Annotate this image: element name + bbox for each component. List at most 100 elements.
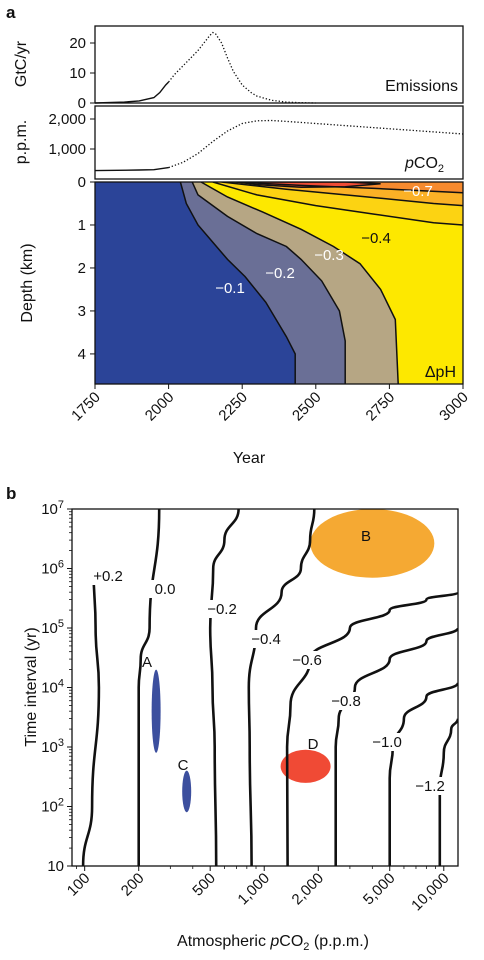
b-ytick-exp-2: 3 bbox=[58, 737, 64, 749]
dph-contour-layer bbox=[179, 182, 463, 384]
a-xtick-5: 3000 bbox=[436, 389, 472, 425]
a-xtick-4: 2750 bbox=[363, 389, 399, 425]
panel-a-xticks: 1750 2000 2250 2500 2750 3000 bbox=[68, 384, 472, 424]
panel-b-contour-4 bbox=[285, 590, 458, 866]
panel-a-xlabel: Year bbox=[233, 450, 266, 467]
b-ytick-exp-4: 5 bbox=[58, 618, 64, 630]
emissions-label: Emissions bbox=[385, 78, 458, 95]
b-xtick-3: 1,000 bbox=[234, 870, 273, 909]
dph-band-2 bbox=[201, 182, 463, 384]
b-xtick-6: 10,000 bbox=[408, 870, 452, 914]
label-bg-0-4 bbox=[247, 630, 285, 648]
panel-b-xlabel: Atmospheric pCO2 (p.p.m.) bbox=[177, 933, 369, 953]
dph-plot: 0 1 2 3 4 Depth (km) ΔpH −0.7 −0.4 −0.3 −0.2… bbox=[19, 174, 464, 385]
panel-a-letter: a bbox=[6, 3, 16, 22]
pco2-plot: 1,000 2,000 p.p.m. pCO2 bbox=[13, 105, 464, 180]
b-ytick-1: 102 bbox=[41, 797, 64, 816]
dph-contour-1 bbox=[191, 182, 346, 384]
contour-label-0-0: 0.0 bbox=[155, 581, 176, 598]
contour-label-0-8: −0.8 bbox=[331, 693, 361, 710]
region-d bbox=[280, 749, 331, 783]
label-bg-1-2 bbox=[411, 777, 449, 795]
b-xtick-1: 200 bbox=[118, 870, 148, 900]
a-xtick-1: 2000 bbox=[142, 389, 178, 425]
dph-fill-layer bbox=[95, 182, 463, 384]
label-bg-0-6 bbox=[288, 651, 326, 669]
label-bg-plus-0-2 bbox=[90, 567, 130, 585]
b-ytick-0: 10 bbox=[47, 858, 64, 875]
b-ytick-4: 105 bbox=[41, 618, 64, 637]
b-ytick-base-5: 10 bbox=[41, 561, 58, 578]
dph-contour-3 bbox=[212, 182, 463, 226]
dph-contour-4 bbox=[221, 182, 463, 207]
b-ytick-5: 106 bbox=[41, 559, 64, 578]
a-xtick-2: 2250 bbox=[215, 389, 251, 425]
dph-contour-label-0-7: −0.7 bbox=[403, 183, 433, 200]
dph-contour-label-0-2: −0.2 bbox=[265, 265, 295, 282]
pco2-label-sub: 2 bbox=[438, 163, 444, 175]
b-xtick-2: 500 bbox=[189, 870, 219, 900]
panel-b-regions bbox=[151, 509, 435, 813]
emissions-frame bbox=[94, 25, 464, 104]
b-xtick-5: 5,000 bbox=[360, 870, 399, 909]
panel-b-ylabel: Time interval (yr) bbox=[23, 627, 40, 746]
b-ytick-base-0: 10 bbox=[47, 858, 64, 875]
label-bg-0-0 bbox=[149, 580, 181, 598]
pco2-historic-line bbox=[94, 166, 169, 172]
region-c-label: C bbox=[178, 757, 189, 774]
panel-b-contour-6 bbox=[388, 682, 458, 866]
dph-contour-label-0-3: −0.3 bbox=[314, 247, 344, 264]
dph-label: ΔpH bbox=[425, 364, 456, 381]
region-a bbox=[151, 669, 161, 753]
pco2-frame bbox=[94, 105, 464, 180]
pco2-label: pCO2 bbox=[404, 155, 444, 175]
dph-ytick-2: 2 bbox=[78, 260, 86, 277]
contour-label-0-6: −0.6 bbox=[292, 652, 322, 669]
dph-ytick-3: 3 bbox=[78, 303, 86, 320]
panel-b-contours bbox=[81, 509, 458, 866]
b-xtick-4: 2,000 bbox=[289, 870, 328, 909]
panel-b-contour-3 bbox=[247, 509, 316, 866]
contour-label-0-4: −0.4 bbox=[251, 631, 281, 648]
b-ytick-base-4: 10 bbox=[41, 620, 58, 637]
emissions-ytick-0: 0 bbox=[78, 95, 86, 112]
panel-b-contour-1 bbox=[137, 509, 161, 866]
b-ytick-exp-6: 7 bbox=[58, 499, 64, 511]
dph-contour-label-0-4: −0.4 bbox=[361, 230, 391, 247]
dph-yticks: 0 1 2 3 4 bbox=[78, 174, 95, 363]
pco2-label-p: p bbox=[404, 155, 414, 172]
panel-b-xlabel-suffix: (p.p.m.) bbox=[309, 933, 369, 950]
region-b-label: B bbox=[361, 528, 371, 545]
a-xtick-0: 1750 bbox=[68, 389, 104, 425]
dph-frame bbox=[94, 181, 464, 385]
panel-b-xlabel-p: p bbox=[269, 933, 279, 950]
dph-contour-0 bbox=[179, 182, 296, 384]
b-ytick-base-3: 10 bbox=[41, 680, 58, 697]
a-xtick-3: 2500 bbox=[289, 389, 325, 425]
b-ytick-2: 103 bbox=[41, 737, 64, 756]
b-ytick-exp-3: 4 bbox=[58, 678, 64, 690]
emissions-ytick-10: 10 bbox=[69, 65, 86, 82]
panel-b-contour-labels: +0.2 0.0 −0.2 −0.4 −0.6 −0.8 −1.0 −1.2 bbox=[90, 567, 449, 795]
b-ytick-base-6: 10 bbox=[41, 501, 58, 518]
panel-b-xticks: 100 200 500 1,000 2,000 5,000 10,000 bbox=[64, 866, 453, 914]
panel-b-letter: b bbox=[6, 484, 16, 503]
dph-ytick-4: 4 bbox=[78, 346, 86, 363]
dph-contour-6 bbox=[236, 182, 381, 188]
b-ytick-base-2: 10 bbox=[41, 739, 58, 756]
dph-contour-label-0-1: −0.1 bbox=[215, 280, 245, 297]
b-ytick-exp-1: 2 bbox=[58, 797, 64, 809]
region-a-label: A bbox=[142, 654, 152, 671]
emissions-historic-line bbox=[94, 81, 170, 104]
emissions-projected-line bbox=[168, 31, 316, 104]
label-bg-1-0 bbox=[368, 733, 406, 751]
contour-label-1-0: −1.0 bbox=[372, 734, 402, 751]
b-xtick-0: 100 bbox=[64, 870, 94, 900]
dph-contour-2 bbox=[200, 182, 399, 384]
panel-b-contour-2 bbox=[208, 509, 240, 866]
panel-b-xlabel-prefix: Atmospheric bbox=[177, 933, 270, 950]
label-bg-0-2 bbox=[203, 600, 241, 618]
